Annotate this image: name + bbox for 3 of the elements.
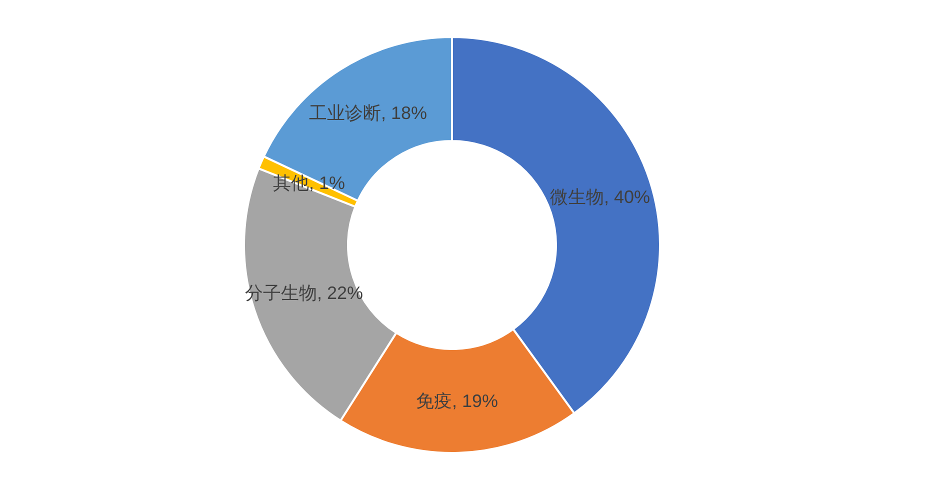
slice-label: 免疫, 19% — [416, 391, 498, 411]
slice-label: 微生物, 40% — [550, 187, 650, 207]
slice-label: 工业诊断, 18% — [309, 103, 428, 123]
